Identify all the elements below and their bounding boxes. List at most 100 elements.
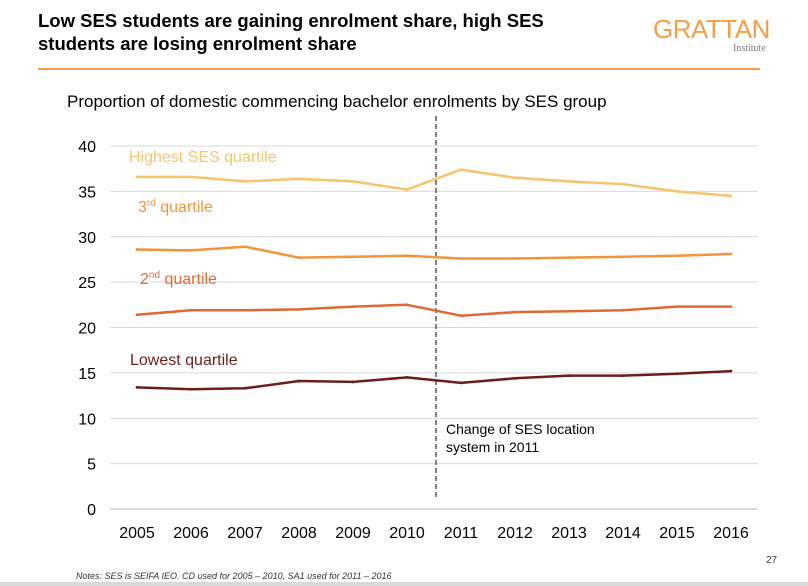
data-point-highest xyxy=(513,176,517,180)
data-point-second xyxy=(189,308,193,312)
series-label-text: 2 xyxy=(140,271,149,288)
data-point-lowest xyxy=(513,376,517,380)
x-tick-label: 2005 xyxy=(119,525,155,542)
data-point-third xyxy=(405,254,409,258)
data-point-lowest xyxy=(243,386,247,390)
data-point-second xyxy=(405,303,409,307)
chart-title: Proportion of domestic commencing bachel… xyxy=(67,92,607,111)
series-label-highest: Highest SES quartile xyxy=(129,149,277,166)
data-point-highest xyxy=(189,175,193,179)
y-tick-label: 30 xyxy=(78,230,96,247)
x-tick-label: 2015 xyxy=(659,525,695,542)
series-label-text: 3 xyxy=(138,199,147,216)
annotation-group: Change of SES location system in 2011 xyxy=(435,116,595,500)
y-tick-label: 15 xyxy=(78,366,96,383)
y-tick-label: 40 xyxy=(78,139,96,156)
gridlines xyxy=(110,145,758,510)
header-rule xyxy=(38,68,760,70)
data-point-highest xyxy=(621,182,625,186)
series-label-second: 2nd quartile xyxy=(140,270,217,288)
data-point-second xyxy=(243,308,247,312)
data-point-third xyxy=(513,257,517,260)
slide-title: Low SES students are gaining enrolment s… xyxy=(38,10,544,54)
series-label-suffix: quartile xyxy=(156,199,213,216)
data-point-second xyxy=(135,313,139,317)
data-point-third xyxy=(567,256,571,260)
x-tick-label: 2011 xyxy=(444,525,479,542)
data-point-lowest xyxy=(351,380,355,384)
series-label-superscript: rd xyxy=(147,198,156,209)
data-point-second xyxy=(513,310,517,314)
series-lines xyxy=(135,168,733,391)
data-point-third xyxy=(189,248,193,252)
series-line-third xyxy=(136,245,732,260)
data-point-highest xyxy=(729,194,733,198)
bottom-rule xyxy=(0,582,808,586)
annotation-line-2: system in 2011 xyxy=(446,439,539,455)
data-point-lowest xyxy=(459,381,463,385)
data-point-lowest xyxy=(135,385,139,389)
data-point-highest xyxy=(459,168,463,171)
data-point-second xyxy=(567,309,571,313)
logo-subtext: Institute xyxy=(733,43,766,54)
data-point-lowest xyxy=(675,372,679,376)
data-point-lowest xyxy=(189,387,193,391)
data-point-second xyxy=(729,305,733,309)
y-tick-label: 20 xyxy=(78,321,96,338)
x-tick-label: 2008 xyxy=(281,525,317,542)
y-tick-label: 10 xyxy=(78,411,96,428)
x-tick-label: 2014 xyxy=(605,525,641,542)
x-tick-label: 2016 xyxy=(713,525,749,542)
data-point-highest xyxy=(135,175,139,179)
page-number: 27 xyxy=(766,555,778,566)
series-label-text: Highest SES quartile xyxy=(129,149,277,166)
x-tick-label: 2007 xyxy=(227,525,263,542)
data-point-third xyxy=(675,254,679,258)
data-point-third xyxy=(351,255,355,259)
data-point-second xyxy=(297,307,301,311)
data-point-third xyxy=(459,257,463,260)
data-point-third xyxy=(729,252,733,256)
data-point-highest xyxy=(297,177,301,181)
data-point-second xyxy=(675,305,679,309)
y-tick-label: 5 xyxy=(87,457,96,474)
data-point-third xyxy=(297,256,301,260)
y-axis-ticks: 0 5 10 15 20 25 30 35 40 xyxy=(78,139,96,519)
series-label-suffix: quartile xyxy=(160,271,217,288)
x-tick-label: 2012 xyxy=(497,525,533,542)
grattan-logo: GRATTAN xyxy=(653,14,770,45)
data-point-lowest xyxy=(297,379,301,383)
data-point-lowest xyxy=(621,374,625,377)
series-label-lowest: Lowest quartile xyxy=(130,352,238,369)
data-point-lowest xyxy=(405,376,409,379)
logo-wordmark: GRATTAN xyxy=(653,14,770,44)
series-label-third: 3rd quartile xyxy=(138,198,213,216)
data-point-second xyxy=(351,305,355,309)
data-point-third xyxy=(135,248,139,251)
x-axis-ticks: 2005 2006 2007 2008 2009 2010 2011 2012 2013 2014… xyxy=(119,525,749,542)
data-point-lowest xyxy=(567,374,571,377)
data-point-second xyxy=(621,308,625,312)
data-point-highest xyxy=(567,179,571,183)
series-line-highest xyxy=(137,168,732,198)
y-tick-label: 0 xyxy=(87,502,96,519)
x-tick-label: 2013 xyxy=(551,525,587,542)
y-tick-label: 35 xyxy=(78,184,96,201)
annotation-line-1: Change of SES location xyxy=(446,421,595,437)
series-line-second xyxy=(136,303,731,317)
data-point-third xyxy=(243,245,247,249)
x-tick-label: 2009 xyxy=(335,525,371,542)
data-point-highest xyxy=(675,189,679,193)
data-point-second xyxy=(459,314,463,318)
data-point-third xyxy=(621,255,625,259)
data-point-highest xyxy=(405,188,409,191)
data-point-highest xyxy=(351,179,355,183)
x-tick-label: 2006 xyxy=(173,525,209,542)
series-label-superscript: nd xyxy=(149,270,160,281)
footnote: Notes: SES is SEIFA IEO. CD used for 200… xyxy=(76,571,392,581)
y-tick-label: 25 xyxy=(78,275,96,292)
data-point-highest xyxy=(243,179,247,183)
x-tick-label: 2010 xyxy=(389,525,425,542)
